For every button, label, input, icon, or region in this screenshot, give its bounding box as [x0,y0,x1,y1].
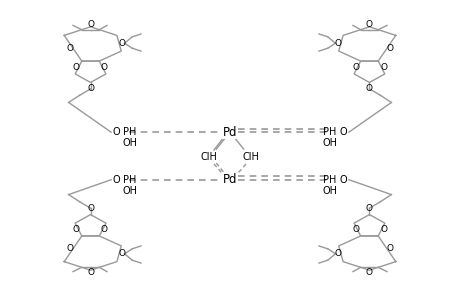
Text: ClH: ClH [201,152,218,161]
Text: Pd: Pd [222,126,237,139]
Text: OH: OH [322,186,337,196]
Text: OH: OH [322,139,337,148]
Text: O: O [87,204,94,213]
Text: O: O [365,268,372,277]
Text: O: O [339,127,347,137]
Text: O: O [365,204,372,213]
Text: O: O [339,175,347,185]
Text: O: O [365,20,372,29]
Text: O: O [352,225,359,234]
Text: ClH: ClH [241,152,258,161]
Text: PH: PH [323,127,336,137]
Text: O: O [112,127,120,137]
Text: O: O [365,84,372,93]
Text: OH: OH [122,186,137,196]
Text: PH: PH [123,175,136,185]
Text: O: O [380,225,386,234]
Text: O: O [333,39,341,48]
Text: O: O [73,63,79,72]
Text: O: O [118,39,126,48]
Text: Pd: Pd [222,173,237,186]
Text: O: O [100,225,107,234]
Text: O: O [87,20,94,29]
Text: O: O [118,249,126,258]
Text: O: O [386,244,393,253]
Text: O: O [380,63,386,72]
Text: PH: PH [123,127,136,137]
Text: O: O [386,44,393,53]
Text: PH: PH [323,175,336,185]
Text: O: O [87,84,94,93]
Text: OH: OH [122,139,137,148]
Text: O: O [87,268,94,277]
Text: O: O [66,44,73,53]
Text: O: O [352,63,359,72]
Text: O: O [66,244,73,253]
Text: O: O [73,225,79,234]
Text: O: O [100,63,107,72]
Text: O: O [333,249,341,258]
Text: O: O [112,175,120,185]
